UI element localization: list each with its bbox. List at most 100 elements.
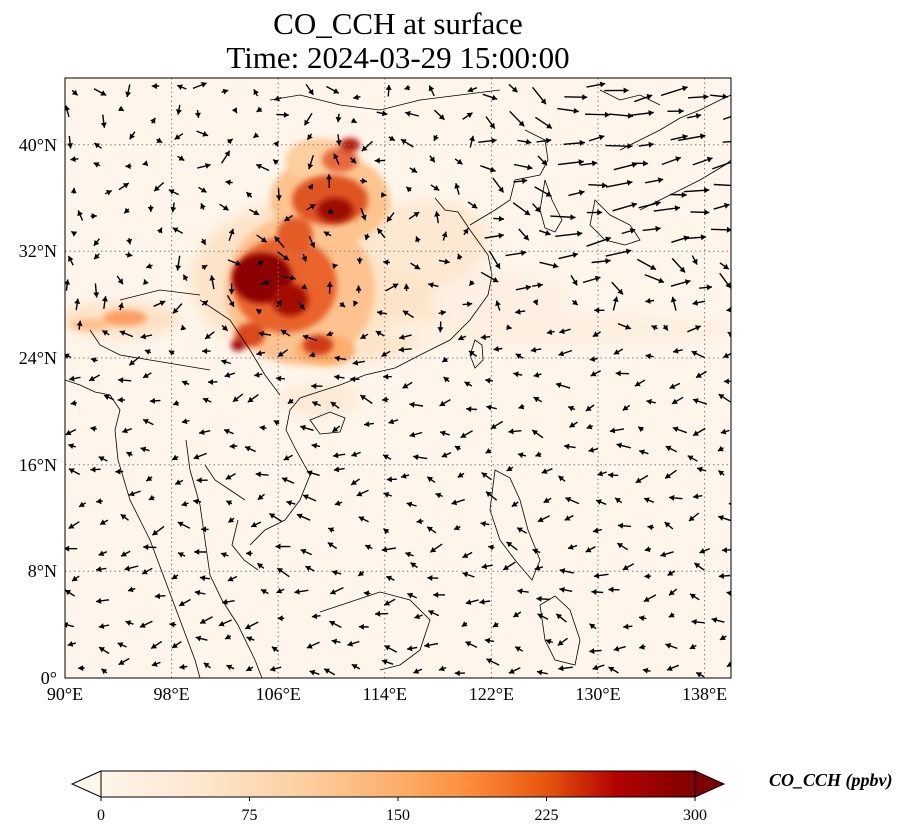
wind-arrow-head — [405, 551, 411, 558]
wind-arrow-head — [125, 620, 132, 626]
wind-arrow-head — [306, 470, 313, 476]
wind-arrow-head — [648, 141, 654, 148]
wind-arrow-head — [179, 663, 185, 670]
wind-arrow-head — [269, 513, 276, 519]
wind-arrow-head — [98, 456, 105, 462]
wind-arrow-head — [410, 562, 417, 568]
wind-arrow-head — [489, 166, 496, 173]
wind-arrow-head — [532, 430, 538, 436]
wind-arrow-head — [411, 167, 418, 173]
wind-arrow-head — [596, 499, 602, 505]
wind-arrow-head — [506, 541, 513, 548]
wind-arrow-head — [226, 139, 233, 145]
wind-arrow-head — [534, 565, 541, 571]
wind-arrow-head — [697, 466, 703, 473]
wind-arrow-head — [520, 250, 527, 256]
wind-arrow-head — [228, 301, 235, 307]
wind-arrow-head — [257, 260, 264, 267]
wind-arrow-head — [364, 234, 371, 241]
wind-arrow-head — [717, 445, 724, 452]
wind-arrow-head — [532, 299, 538, 306]
wind-arrow-head — [623, 623, 629, 630]
wind-arrow-head — [68, 523, 75, 529]
wind-arrow-head — [438, 114, 445, 120]
wind-arrow-head — [648, 110, 654, 117]
wind-arrow-head — [465, 599, 472, 605]
colorbar-tick: 300 — [683, 807, 707, 824]
wind-arrow-head — [398, 346, 404, 353]
wind-arrow-head — [579, 139, 585, 146]
wind-arrow-head — [281, 330, 287, 336]
wind-arrow-head — [360, 214, 367, 221]
wind-arrow-head — [481, 563, 488, 570]
wind-arrow-head — [151, 661, 158, 667]
wind-arrow-head — [657, 177, 664, 184]
wind-arrow-head — [693, 493, 699, 500]
wind-arrow-head — [722, 93, 728, 100]
wind-arrow-head — [706, 156, 713, 163]
lat-tick: 32°N — [19, 241, 57, 261]
wind-arrow-head — [592, 527, 599, 534]
wind-arrow-head — [466, 406, 472, 413]
wind-arrow-head — [273, 159, 279, 165]
wind-arrow-head — [71, 231, 78, 237]
wind-arrow-head — [308, 89, 314, 95]
wind-arrow-head — [650, 264, 656, 270]
wind-arrow-head — [115, 468, 121, 475]
wind-arrow-head — [655, 200, 661, 207]
wind-arrow-head — [465, 641, 472, 647]
wind-arrow-head — [159, 300, 166, 306]
wind-arrow-head — [93, 240, 100, 246]
wind-arrow-head — [174, 134, 181, 140]
wind-arrow-head — [277, 568, 284, 574]
wind-arrow-head — [536, 595, 542, 602]
wind-arrow-head — [332, 426, 339, 432]
wind-arrow-head — [129, 359, 136, 366]
wind-arrow-head — [304, 119, 310, 126]
wind-arrow — [713, 183, 731, 187]
wind-arrow-head — [286, 500, 292, 506]
wind-arrow-head — [355, 285, 362, 291]
wind-arrow-head — [334, 500, 341, 506]
wind-arrow-head — [559, 328, 565, 334]
wind-arrow-head — [570, 214, 576, 221]
wind-arrow-head — [384, 645, 391, 651]
wind-arrow-head — [622, 405, 629, 411]
wind-arrow-head — [273, 420, 280, 426]
wind-arrow-head — [300, 548, 307, 555]
wind-arrow-head — [65, 429, 72, 436]
wind-arrow-head — [356, 258, 363, 264]
wind-arrow-head — [723, 263, 729, 270]
wind-arrow-head — [639, 449, 645, 456]
wind-arrow-head — [591, 589, 597, 595]
wind-arrow-head — [94, 253, 100, 260]
wind-arrow-head — [488, 544, 494, 551]
wind-arrow-head — [594, 307, 600, 314]
wind-arrow-head — [124, 565, 131, 572]
wind-arrow-head — [225, 179, 231, 186]
wind-arrow-head — [256, 350, 262, 357]
wind-arrow-head — [199, 575, 206, 582]
wind-arrow-head — [718, 515, 724, 521]
wind-arrow-head — [330, 589, 337, 595]
wind-arrow-head — [726, 306, 731, 313]
wind-arrow-head — [469, 280, 475, 286]
wind-arrow-head — [193, 498, 199, 505]
wind-arrow-head — [643, 160, 649, 167]
wind-arrow-head — [466, 112, 473, 118]
wind-arrow-head — [492, 277, 499, 283]
wind-arrow-head — [309, 204, 316, 210]
wind-arrow-head — [664, 522, 671, 528]
wind-arrow-head — [205, 333, 211, 339]
wind-arrow-head — [646, 94, 653, 100]
colorbar-tick: 75 — [242, 807, 258, 824]
wind-arrow-head — [363, 590, 370, 597]
wind-arrow-head — [276, 588, 283, 594]
wind-arrow-head — [381, 191, 387, 198]
wind-arrow-head — [98, 623, 105, 629]
wind-arrow-head — [181, 418, 188, 425]
wind-arrow-head — [232, 396, 239, 402]
wind-arrow-head — [413, 212, 420, 218]
wind-arrow-head — [608, 472, 614, 479]
wind-arrow-head — [599, 81, 606, 88]
